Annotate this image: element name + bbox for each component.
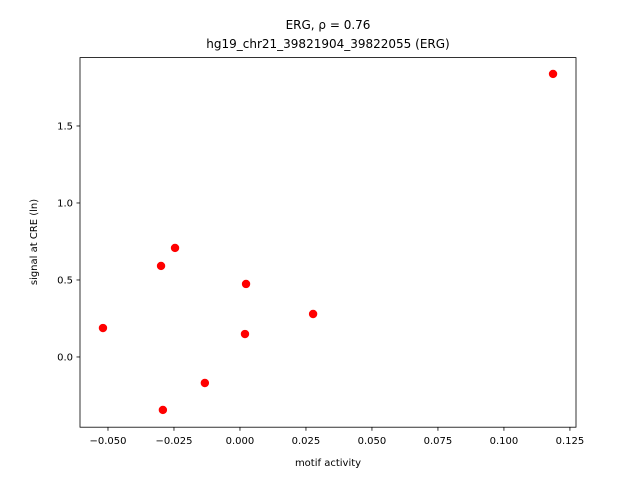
x-tick-label: 0.100 <box>490 436 519 447</box>
point <box>156 261 166 271</box>
y-tick-label: 1.0 <box>57 198 73 209</box>
plot-frame <box>79 57 577 428</box>
point <box>548 69 558 79</box>
point <box>170 243 180 253</box>
point <box>158 405 168 415</box>
x-tick-label: 0.050 <box>358 436 387 447</box>
y-tick-label: 0.0 <box>57 352 73 363</box>
chart-subtitle: hg19_chr21_39821904_39822055 (ERG) <box>206 37 449 51</box>
point <box>241 279 251 289</box>
chart-title: ERG, ρ = 0.76 <box>286 18 371 32</box>
x-tick-label: 0.125 <box>556 436 585 447</box>
point <box>240 329 250 339</box>
point <box>98 323 108 333</box>
x-tick-label: 0.075 <box>424 436 453 447</box>
x-axis-label: motif activity <box>295 458 361 469</box>
y-tick-label: 1.5 <box>57 121 73 132</box>
x-tick-label: −0.050 <box>89 436 126 447</box>
x-tick-label: −0.025 <box>155 436 192 447</box>
point <box>308 309 318 319</box>
y-axis-label: signal at CRE (ln) <box>29 199 40 285</box>
x-tick-label: 0.000 <box>226 436 255 447</box>
point <box>200 378 210 388</box>
x-tick-label: 0.025 <box>292 436 321 447</box>
y-tick-label: 0.5 <box>57 275 73 286</box>
